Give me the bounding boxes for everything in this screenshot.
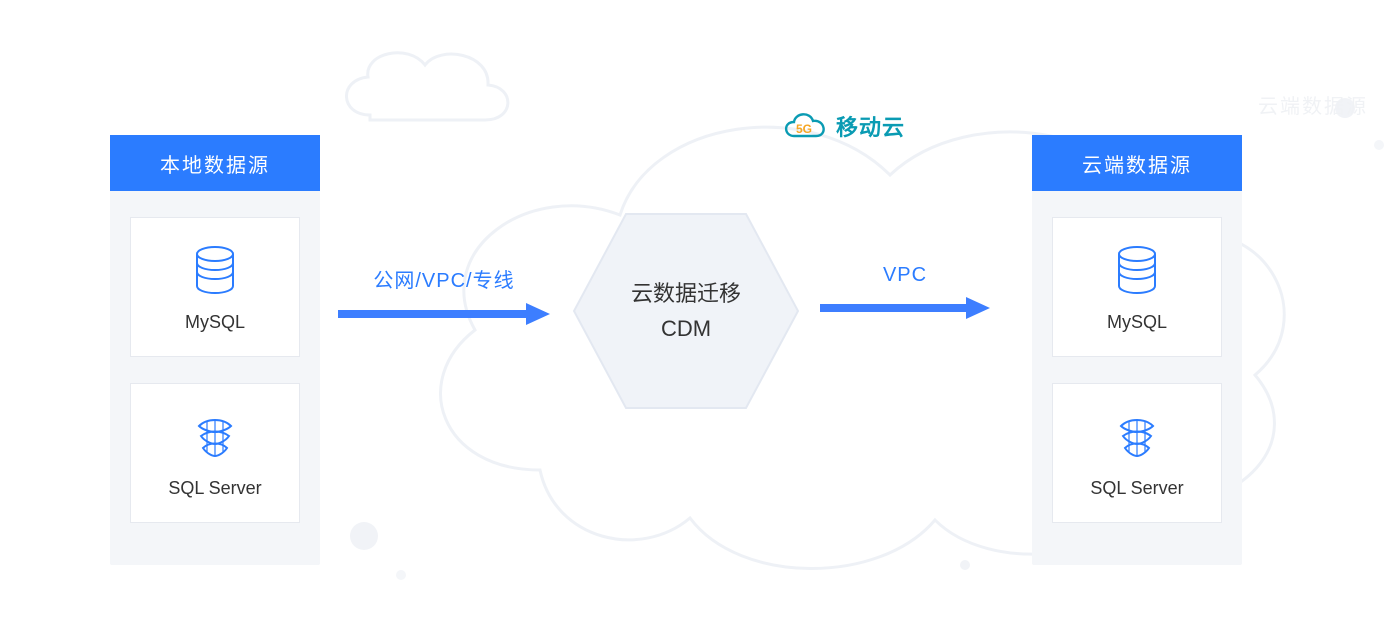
arrow-right-icon: [338, 301, 550, 327]
local-mysql-card: MySQL: [130, 217, 300, 357]
diagram-stage: 云端数据源 本地数据源 MySQL: [0, 0, 1400, 640]
cdm-label: 云数据迁移 CDM: [631, 276, 741, 346]
bg-dot: [350, 522, 378, 550]
cloud-panel-title: 云端数据源: [1032, 135, 1242, 191]
sqlserver-icon: [1109, 408, 1165, 464]
bg-dot: [1335, 98, 1355, 118]
local-datasource-panel: 本地数据源 MySQL: [110, 135, 320, 565]
cloud-sqlserver-card: SQL Server: [1052, 383, 1222, 523]
database-icon: [187, 242, 243, 298]
sqlserver-icon: [187, 408, 243, 464]
svg-text:5G: 5G: [796, 122, 812, 136]
arrow-right-icon: [820, 295, 990, 321]
cloud-small: [330, 35, 520, 145]
local-sqlserver-label: SQL Server: [168, 478, 261, 499]
brand-logo: 5G 移动云: [780, 108, 905, 144]
arrow-left-label: 公网/VPC/专线: [373, 264, 514, 293]
bg-dot: [396, 570, 406, 580]
local-panel-title: 本地数据源: [110, 135, 320, 191]
database-icon: [1109, 242, 1165, 298]
arrow-local-to-cdm: 公网/VPC/专线: [338, 264, 550, 327]
arrow-right-label: VPC: [883, 264, 927, 287]
cloud-sqlserver-label: SQL Server: [1090, 478, 1183, 499]
cloud-5g-icon: 5G: [780, 108, 830, 144]
arrow-cdm-to-cloud: VPC: [820, 264, 990, 321]
local-mysql-label: MySQL: [185, 312, 245, 333]
cdm-line2: CDM: [631, 311, 741, 346]
local-sqlserver-card: SQL Server: [130, 383, 300, 523]
cdm-line1: 云数据迁移: [631, 276, 741, 311]
cloud-mysql-label: MySQL: [1107, 312, 1167, 333]
cloud-datasource-panel: 云端数据源 MySQL: [1032, 135, 1242, 565]
cloud-mysql-card: MySQL: [1052, 217, 1222, 357]
bg-dot: [1374, 140, 1384, 150]
cdm-hex: 云数据迁移 CDM: [566, 206, 806, 416]
bg-dot: [960, 560, 970, 570]
brand-name: 移动云: [836, 110, 905, 142]
watermark-text: 云端数据源: [1258, 90, 1368, 119]
